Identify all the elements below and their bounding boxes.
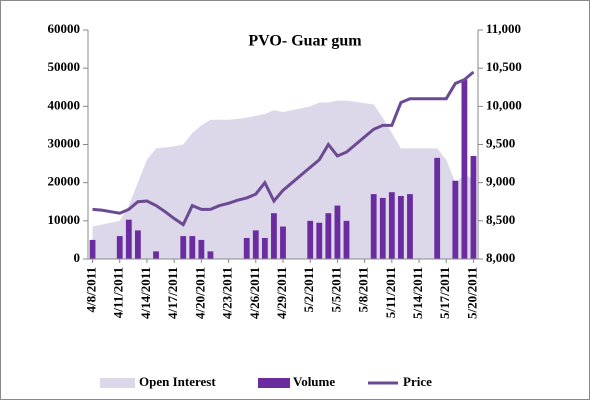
bar	[379, 197, 386, 259]
x-tick-label: 4/29/2011	[274, 267, 289, 319]
bar	[407, 194, 413, 259]
bar	[198, 239, 205, 259]
y-tick-label: 0	[74, 250, 81, 265]
legend-label: Price	[403, 374, 432, 389]
y-tick-label: 50000	[48, 59, 81, 74]
bar	[334, 205, 341, 259]
x-tick-label: 4/20/2011	[192, 267, 207, 319]
bar	[261, 238, 268, 259]
x-tick-label: 5/11/2011	[383, 267, 398, 318]
bar	[153, 251, 159, 259]
bar	[470, 155, 477, 259]
y2-tick-label: 10,500	[486, 59, 522, 74]
legend-label: Open Interest	[139, 374, 216, 389]
y2-tick-label: 8,500	[486, 212, 515, 227]
x-tick-label: 5/20/2011	[464, 267, 479, 319]
y-tick-label: 20000	[48, 174, 81, 189]
chart-title: PVO- Guar gum	[248, 33, 362, 50]
bar	[180, 236, 187, 259]
y2-tick-label: 9,000	[486, 174, 515, 189]
x-tick-label: 4/17/2011	[165, 267, 180, 319]
y-tick-label: 30000	[48, 135, 81, 150]
legend-swatch	[100, 378, 135, 388]
legend-swatch	[258, 378, 290, 388]
bar	[89, 239, 96, 259]
y-tick-label: 40000	[48, 97, 81, 112]
bar	[316, 222, 323, 259]
bar	[243, 238, 250, 259]
y2-tick-label: 11,000	[486, 21, 521, 36]
bar	[134, 230, 141, 259]
x-tick-label: 5/8/2011	[356, 267, 371, 313]
bar	[370, 194, 377, 259]
bar	[398, 196, 404, 259]
bar	[280, 226, 286, 259]
x-tick-label: 5/2/2011	[301, 267, 316, 313]
area	[92, 100, 474, 259]
x-tick-label: 5/5/2011	[328, 267, 343, 313]
bar	[271, 213, 277, 259]
bar	[307, 220, 314, 259]
y2-tick-label: 8,000	[486, 250, 515, 265]
bar	[125, 219, 132, 259]
bar	[461, 79, 468, 259]
bar	[252, 230, 259, 259]
y-tick-label: 10000	[48, 212, 81, 227]
y2-tick-label: 10,000	[486, 97, 522, 112]
x-tick-label: 4/26/2011	[247, 267, 262, 319]
x-tick-label: 4/23/2011	[220, 267, 235, 319]
bar	[343, 220, 350, 259]
bar	[325, 213, 332, 259]
y2-tick-label: 9,500	[486, 135, 515, 150]
bar	[189, 236, 196, 259]
bar	[207, 251, 214, 259]
bar	[452, 180, 459, 259]
x-tick-label: 4/8/2011	[84, 267, 99, 313]
x-tick-label: 5/17/2011	[437, 267, 452, 319]
line	[92, 70, 475, 227]
x-tick-label: 4/14/2011	[138, 267, 153, 319]
x-tick-label: 4/11/2011	[111, 267, 126, 318]
bar	[388, 192, 395, 259]
bar	[434, 157, 441, 259]
legend-label: Volume	[293, 374, 335, 389]
y-tick-label: 60000	[48, 21, 81, 36]
x-tick-label: 5/14/2011	[410, 267, 425, 319]
bar	[116, 236, 123, 259]
